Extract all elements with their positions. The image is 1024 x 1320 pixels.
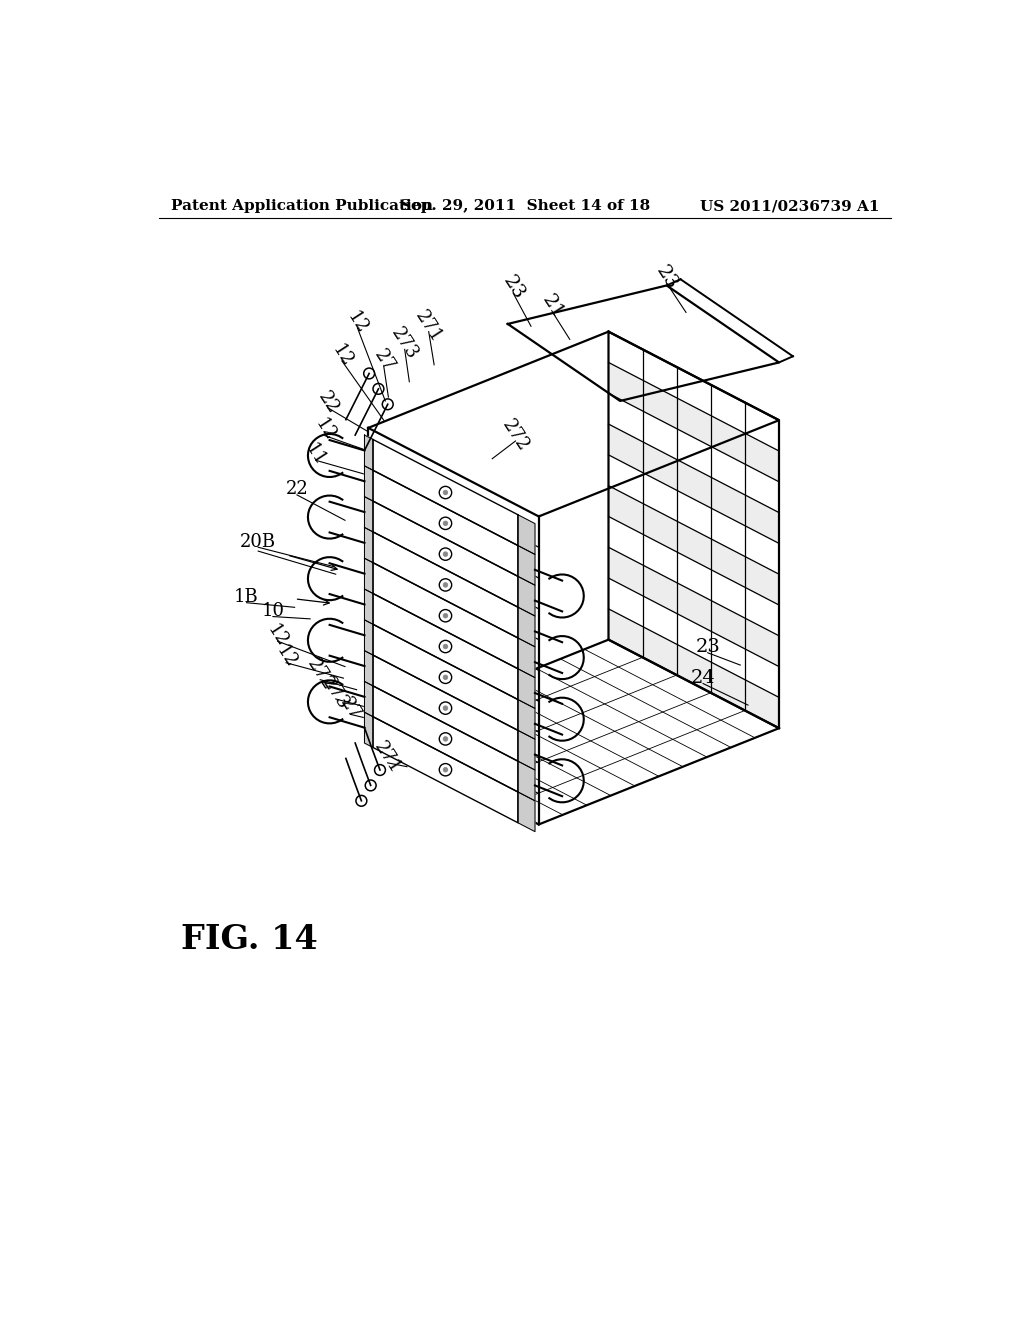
Text: 12: 12 — [264, 622, 292, 651]
Text: 27: 27 — [337, 694, 365, 723]
Circle shape — [443, 552, 447, 557]
Polygon shape — [365, 620, 373, 655]
Polygon shape — [608, 486, 779, 605]
Text: 271: 271 — [412, 308, 445, 346]
Text: 12: 12 — [328, 341, 355, 370]
Circle shape — [443, 644, 447, 649]
Circle shape — [443, 675, 447, 680]
Circle shape — [443, 737, 447, 742]
Circle shape — [443, 582, 447, 587]
Text: 23: 23 — [652, 263, 681, 293]
Text: 272: 272 — [499, 416, 532, 455]
Text: 22: 22 — [314, 389, 342, 417]
Polygon shape — [608, 609, 779, 729]
Polygon shape — [518, 762, 535, 801]
Polygon shape — [608, 548, 779, 667]
Polygon shape — [518, 577, 535, 616]
Polygon shape — [365, 466, 373, 502]
Circle shape — [443, 521, 447, 525]
Text: Sep. 29, 2011  Sheet 14 of 18: Sep. 29, 2011 Sheet 14 of 18 — [399, 199, 650, 213]
Text: 271: 271 — [371, 738, 404, 776]
Text: 12: 12 — [344, 308, 371, 337]
Polygon shape — [608, 424, 779, 544]
Polygon shape — [518, 700, 535, 739]
Text: 273: 273 — [318, 675, 352, 713]
Polygon shape — [365, 651, 373, 686]
Text: 20B: 20B — [241, 533, 276, 550]
Polygon shape — [518, 730, 535, 770]
Polygon shape — [518, 638, 535, 677]
Polygon shape — [518, 669, 535, 709]
Text: 273: 273 — [388, 325, 422, 363]
Circle shape — [443, 614, 447, 618]
Polygon shape — [365, 713, 373, 747]
Polygon shape — [365, 589, 373, 624]
Text: 23: 23 — [499, 272, 527, 304]
Polygon shape — [365, 496, 373, 532]
Polygon shape — [373, 532, 518, 638]
Polygon shape — [365, 436, 373, 470]
Polygon shape — [373, 502, 518, 607]
Polygon shape — [373, 440, 518, 545]
Polygon shape — [365, 681, 373, 717]
Polygon shape — [518, 515, 535, 554]
Polygon shape — [608, 363, 779, 482]
Polygon shape — [373, 624, 518, 730]
Circle shape — [443, 490, 447, 495]
Circle shape — [443, 767, 447, 772]
Text: 272: 272 — [303, 655, 337, 693]
Polygon shape — [518, 792, 535, 832]
Text: 23: 23 — [695, 638, 720, 656]
Circle shape — [443, 706, 447, 710]
Text: US 2011/0236739 A1: US 2011/0236739 A1 — [700, 199, 880, 213]
Text: 10: 10 — [261, 602, 285, 620]
Text: 27: 27 — [370, 346, 397, 375]
Text: 11: 11 — [302, 441, 330, 470]
Polygon shape — [373, 470, 518, 577]
Polygon shape — [373, 594, 518, 700]
Text: FIG. 14: FIG. 14 — [180, 924, 317, 957]
Polygon shape — [373, 686, 518, 792]
Polygon shape — [365, 558, 373, 594]
Text: Patent Application Publication: Patent Application Publication — [171, 199, 432, 213]
Polygon shape — [518, 545, 535, 585]
Text: 24: 24 — [690, 669, 716, 688]
Text: 22: 22 — [286, 480, 308, 499]
Text: 12: 12 — [311, 416, 339, 445]
Polygon shape — [365, 528, 373, 562]
Polygon shape — [373, 717, 518, 822]
Text: 21: 21 — [539, 290, 567, 322]
Text: 12: 12 — [272, 643, 300, 672]
Polygon shape — [518, 607, 535, 647]
Polygon shape — [373, 655, 518, 762]
Text: 1B: 1B — [234, 589, 259, 606]
Polygon shape — [373, 562, 518, 669]
